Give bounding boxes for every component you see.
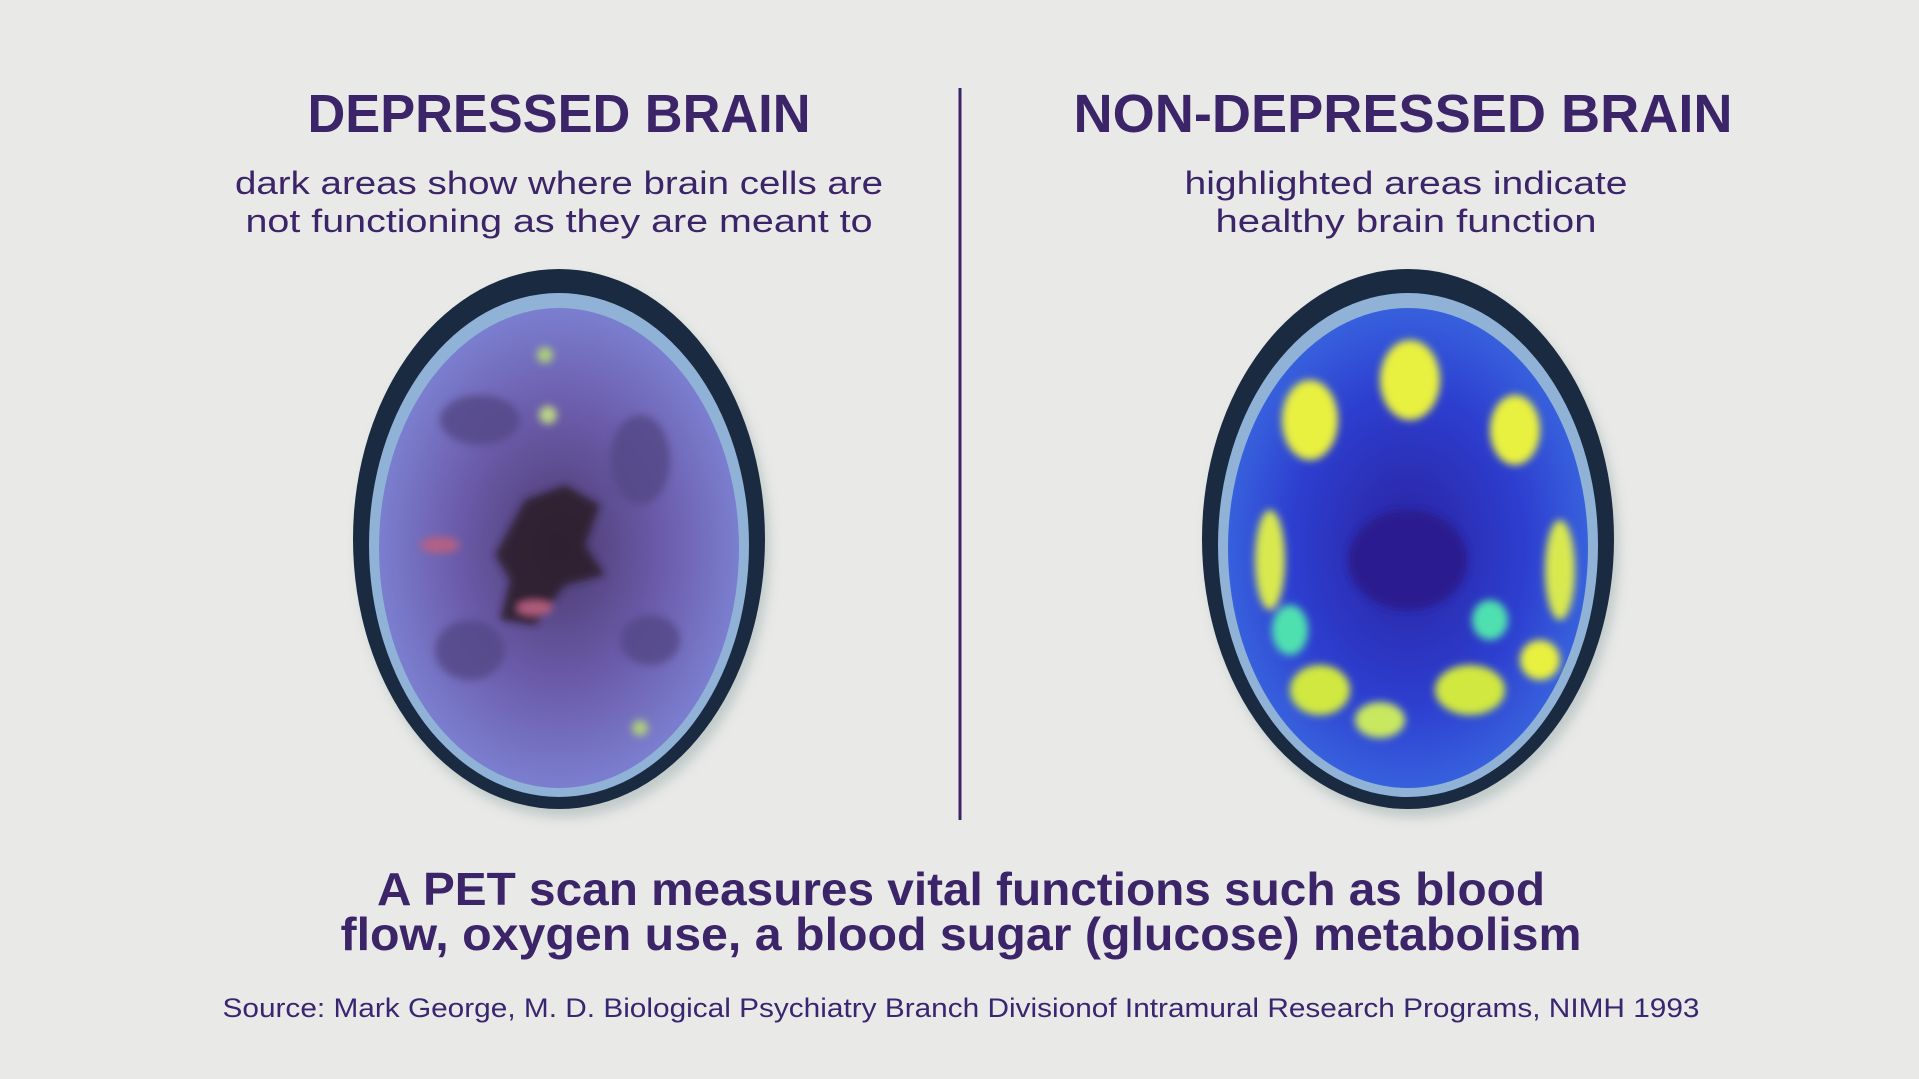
depressed-brain-scan (353, 269, 770, 818)
caption: flow, oxygen use, a blood sugar (glucose… (341, 908, 1582, 960)
left-subtitle: dark areas show where brain cells are (235, 165, 883, 201)
left-subtitle: not functioning as they are meant to (246, 203, 873, 239)
right-title: NON-DEPRESSED BRAIN (1074, 84, 1733, 144)
right-subtitle: highlighted areas indicate (1185, 165, 1628, 201)
source: Source: Mark George, M. D. Biological Ps… (223, 993, 1700, 1023)
right-subtitle: healthy brain function (1216, 203, 1597, 239)
non-depressed-brain-scan (1202, 269, 1619, 818)
left-title: DEPRESSED BRAIN (308, 84, 811, 144)
caption: A PET scan measures vital functions such… (377, 863, 1545, 915)
